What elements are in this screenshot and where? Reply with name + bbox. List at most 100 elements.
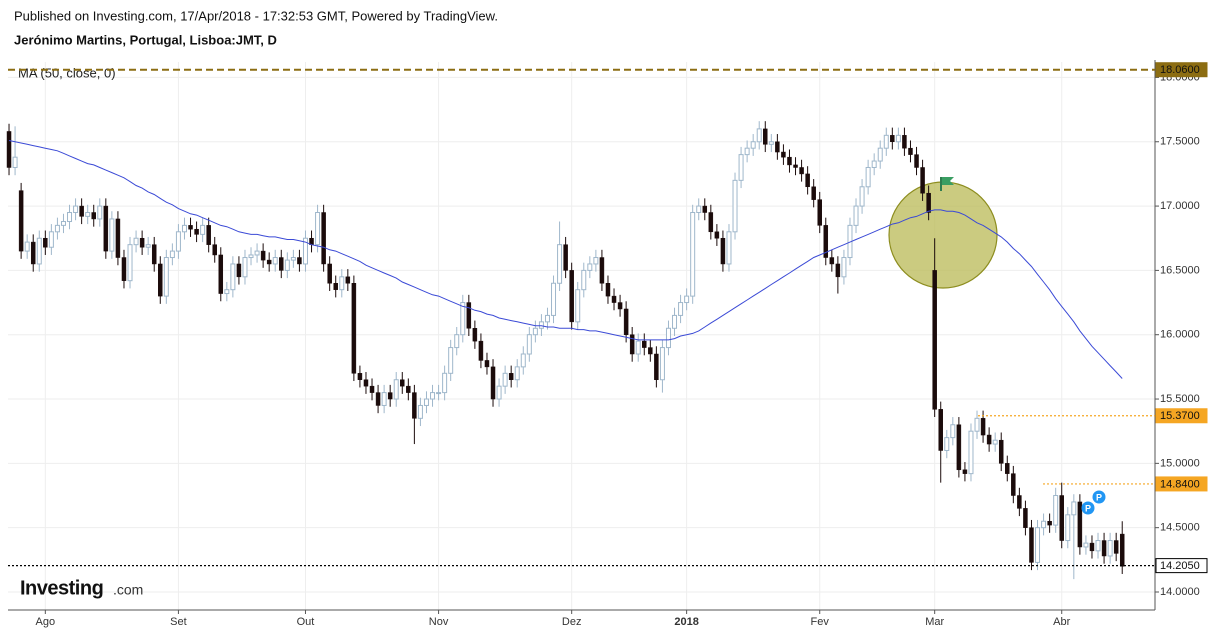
candle-body: [538, 321, 544, 329]
candle-body: [932, 270, 937, 410]
candle-body: [992, 439, 998, 445]
candle-body: [478, 340, 484, 361]
candle-body: [248, 254, 254, 259]
candle-body: [12, 156, 18, 168]
candle-body: [914, 154, 919, 168]
candle-body: [617, 302, 623, 310]
candle-body: [714, 231, 720, 239]
candle-body: [974, 417, 980, 432]
candle-body: [260, 250, 266, 261]
candle-body: [1041, 520, 1047, 529]
candle-body: [1071, 501, 1077, 516]
x-tick-label: Nov: [429, 616, 449, 628]
candle-body: [466, 302, 472, 329]
candle-body: [1029, 527, 1034, 563]
candle-body: [30, 241, 36, 265]
candle-body: [950, 424, 956, 439]
candle-body: [357, 373, 363, 380]
candle-body: [194, 228, 199, 235]
candle-body: [133, 237, 139, 246]
candle-body: [67, 212, 73, 223]
candle-body: [726, 231, 732, 265]
candle-body: [684, 295, 690, 304]
candle-body: [744, 147, 750, 156]
candle-body: [1017, 495, 1022, 509]
candle-body: [181, 224, 187, 233]
event-marker: [1092, 490, 1106, 504]
candle-body: [375, 392, 381, 406]
candle-body: [345, 276, 351, 284]
candle-body: [659, 347, 665, 381]
candle-body: [775, 141, 780, 153]
candle-body: [417, 404, 423, 419]
candle-body: [290, 257, 296, 261]
candle-body: [575, 289, 581, 323]
candle-body: [690, 212, 696, 297]
candle-body: [635, 340, 641, 355]
candle-body: [1077, 501, 1083, 548]
candle-body: [532, 327, 538, 336]
candle-body: [787, 156, 792, 166]
price-label-box: [1155, 476, 1208, 492]
candle-body: [1095, 540, 1101, 552]
candle-body: [400, 379, 405, 387]
event-marker-icon: P: [1085, 503, 1091, 513]
candle-body: [169, 250, 175, 259]
candle-body: [60, 221, 66, 226]
candle-body: [938, 409, 943, 451]
ma-line: [8, 140, 1123, 379]
candle-body: [1005, 463, 1010, 474]
candle-body: [175, 231, 181, 252]
candle-body: [756, 128, 762, 143]
x-tick-label: Out: [297, 616, 315, 628]
candle-body: [569, 270, 574, 323]
candle-body: [54, 224, 60, 233]
candle-body: [902, 135, 907, 149]
event-marker-icon: P: [1096, 492, 1102, 502]
price-label: 14.8400: [1160, 478, 1200, 490]
y-tick-label: 15.0000: [1160, 457, 1200, 469]
candle-body: [871, 160, 877, 168]
logo-suffix: .com: [113, 582, 143, 598]
candle-body: [799, 167, 804, 175]
y-tick-label: 17.5000: [1160, 136, 1200, 148]
annotations: [888, 181, 998, 289]
candle-body: [254, 250, 260, 256]
candle-body: [236, 263, 242, 278]
x-tick-label: Mar: [925, 616, 944, 628]
candle-body: [1089, 542, 1095, 552]
candle-body: [623, 308, 629, 335]
candle-body: [587, 263, 593, 271]
candle-body: [369, 385, 375, 393]
candle-body: [381, 392, 387, 406]
flag: [942, 177, 954, 185]
candle-body: [333, 283, 338, 290]
candle-body: [454, 334, 460, 349]
candle-body: [115, 218, 121, 258]
candle-body: [272, 257, 278, 265]
candle-body: [920, 167, 925, 194]
candle-body: [890, 135, 895, 143]
candle-body: [212, 244, 217, 256]
candle-body: [484, 360, 490, 368]
circle-annotation: [888, 181, 998, 289]
candle-body: [998, 439, 1004, 464]
candle-body: [654, 353, 659, 380]
candle-body: [406, 385, 411, 393]
candle-body: [665, 327, 671, 349]
candle-body: [79, 205, 84, 217]
candle-body: [599, 257, 605, 284]
x-tick-label: Set: [170, 616, 187, 628]
candle-body: [85, 212, 91, 217]
candle-body: [551, 282, 557, 316]
candle-body: [279, 257, 284, 271]
candle-body: [1119, 533, 1125, 567]
candle-body: [702, 205, 708, 213]
indicator-legend: MA (50, close, 0): [18, 65, 116, 80]
candle-body: [968, 430, 974, 475]
candle-body: [496, 385, 502, 400]
candle-body: [73, 205, 79, 214]
x-tick-label: Abr: [1053, 616, 1070, 628]
candle-body: [1101, 540, 1107, 557]
